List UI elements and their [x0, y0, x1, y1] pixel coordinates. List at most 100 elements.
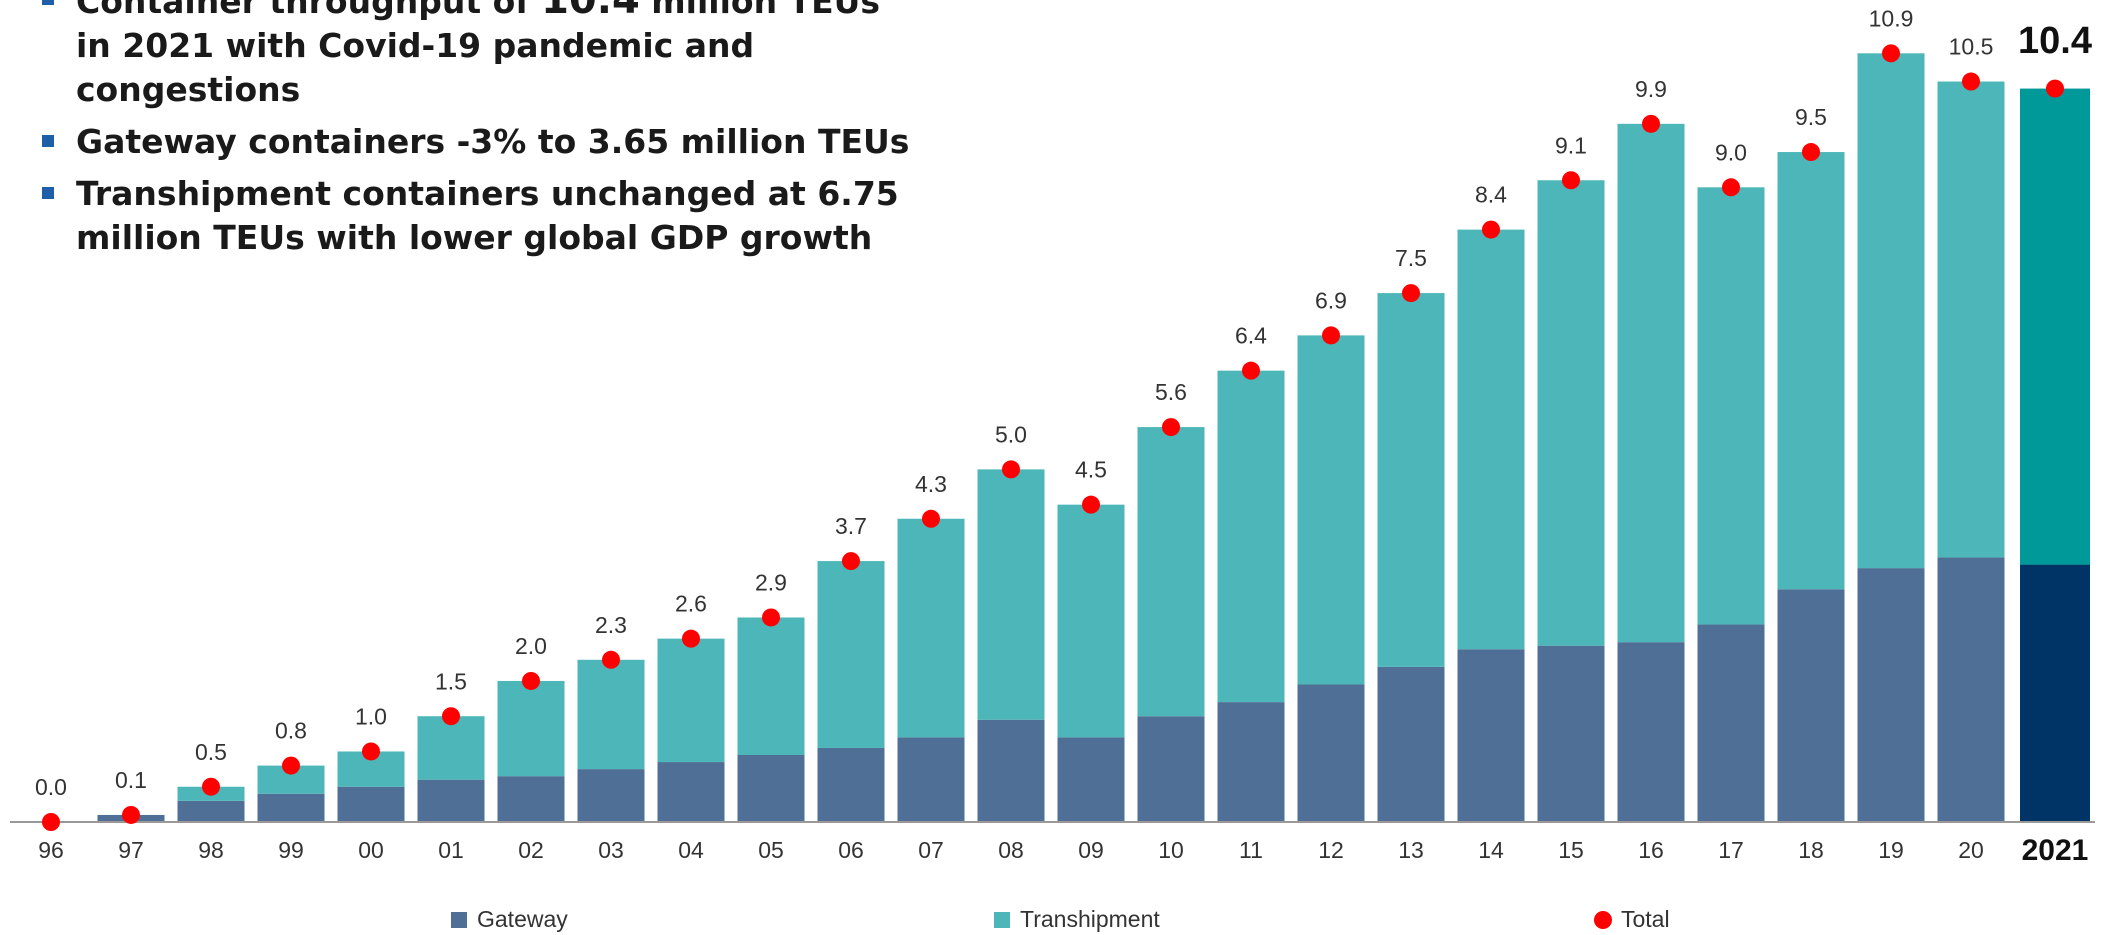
x-tick-label: 13 [1398, 837, 1424, 863]
total-label: 2.3 [595, 612, 627, 638]
bar-segment [1137, 716, 1205, 822]
bar-segment [1937, 81, 2005, 558]
bar-segment [1457, 229, 1525, 650]
bar-segment [1937, 557, 2005, 822]
bar-segment [737, 617, 805, 756]
total-label: 5.6 [1155, 379, 1187, 405]
bar-segment [817, 747, 885, 822]
x-tick-label: 15 [1558, 837, 1584, 863]
x-tick-label: 12 [1318, 837, 1344, 863]
total-dot [1882, 44, 1900, 63]
total-label: 0.1 [115, 767, 147, 793]
total-dot [1962, 72, 1980, 91]
total-dot [1402, 284, 1420, 303]
total-label: 2.9 [755, 570, 787, 596]
total-dot [122, 805, 140, 824]
bar-segment [1777, 152, 1845, 590]
x-tick-label: 16 [1638, 837, 1664, 863]
legend-marker [1594, 911, 1612, 929]
total-label: 10.9 [1869, 5, 1914, 31]
total-dot [1802, 143, 1820, 162]
total-dot [1242, 361, 1260, 380]
bar-segment [1857, 568, 1925, 822]
bar-segment [1297, 335, 1365, 685]
x-tick-label: 96 [38, 837, 64, 863]
total-label: 5.0 [995, 421, 1027, 447]
x-tick-label: 06 [838, 837, 864, 863]
total-label: 10.4 [2018, 20, 2092, 62]
bullet-text: Transhipment containers unchanged at 6.7… [76, 174, 899, 257]
total-dot [1562, 171, 1580, 190]
total-label: 8.4 [1475, 182, 1507, 208]
total-label: 0.8 [275, 718, 307, 744]
x-tick-label: 02 [518, 837, 544, 863]
x-tick-label: 03 [598, 837, 624, 863]
x-tick-label: 01 [438, 837, 464, 863]
bar-segment [897, 737, 965, 822]
x-tick-label: 14 [1478, 837, 1504, 863]
bar-segment [1297, 684, 1365, 822]
bullet: Transhipment containers unchanged at 6.7… [40, 172, 920, 260]
total-label: 4.3 [915, 471, 947, 497]
x-tick-label: 11 [1239, 837, 1263, 863]
total-dot [202, 777, 220, 796]
bar-segment [737, 755, 805, 822]
bar-segment [1537, 645, 1605, 822]
total-label: 9.1 [1555, 132, 1587, 158]
bar-segment [257, 793, 325, 822]
x-tick-label: 09 [1078, 837, 1104, 863]
total-label: 6.4 [1235, 323, 1267, 349]
bar-segment [1777, 589, 1845, 822]
bar-segment [1697, 187, 1765, 625]
total-dot [1082, 495, 1100, 514]
legend-label: Gateway [477, 906, 568, 932]
bar-segment [417, 779, 485, 822]
bar-segment [1377, 293, 1445, 667]
x-tick-label: 20 [1958, 837, 1984, 863]
bar-segment [977, 719, 1045, 822]
x-tick-label: 00 [358, 837, 384, 863]
total-label: 4.5 [1075, 457, 1107, 483]
x-tick-label: 99 [278, 837, 304, 863]
bullet: Gateway containers -3% to 3.65 million T… [40, 120, 920, 164]
bar-segment [1617, 642, 1685, 822]
bar-segment [417, 716, 485, 780]
total-dot [522, 671, 540, 690]
total-label: 3.7 [835, 513, 867, 539]
bar-segment [1537, 180, 1605, 646]
total-dot [762, 608, 780, 627]
x-tick-label: 19 [1878, 837, 1904, 863]
bar-segment [977, 469, 1045, 720]
total-dot [282, 756, 300, 775]
bullets: Container throughput of 10.4 million TEU… [40, 0, 920, 268]
total-dot [442, 707, 460, 726]
total-label: 9.5 [1795, 104, 1827, 130]
total-label: 9.9 [1635, 76, 1667, 102]
total-dot [1482, 220, 1500, 239]
legend-marker [994, 912, 1010, 928]
x-tick-label: 07 [918, 837, 944, 863]
bar-segment [177, 800, 245, 822]
bar-segment [1857, 53, 1925, 569]
bar-segment [1057, 504, 1125, 738]
bar-segment [1377, 666, 1445, 822]
x-tick-label: 17 [1718, 837, 1744, 863]
total-dot [1322, 326, 1340, 345]
bar-segment [1137, 427, 1205, 717]
bar-segment [1217, 702, 1285, 822]
total-label: 0.5 [195, 739, 227, 765]
bar-segment [2020, 88, 2090, 565]
legend-label: Transhipment [1020, 906, 1160, 932]
bar-segment [337, 786, 405, 822]
total-dot [1002, 460, 1020, 479]
bar-segment [577, 769, 645, 822]
total-dot [1722, 178, 1740, 197]
total-dot [1162, 418, 1180, 437]
bar-segment [657, 638, 725, 763]
total-label: 0.0 [35, 774, 67, 800]
bullet-text: Container throughput of [76, 0, 542, 21]
total-label: 1.0 [355, 704, 387, 730]
bar-segment [1697, 624, 1765, 822]
bar-segment [577, 659, 645, 770]
